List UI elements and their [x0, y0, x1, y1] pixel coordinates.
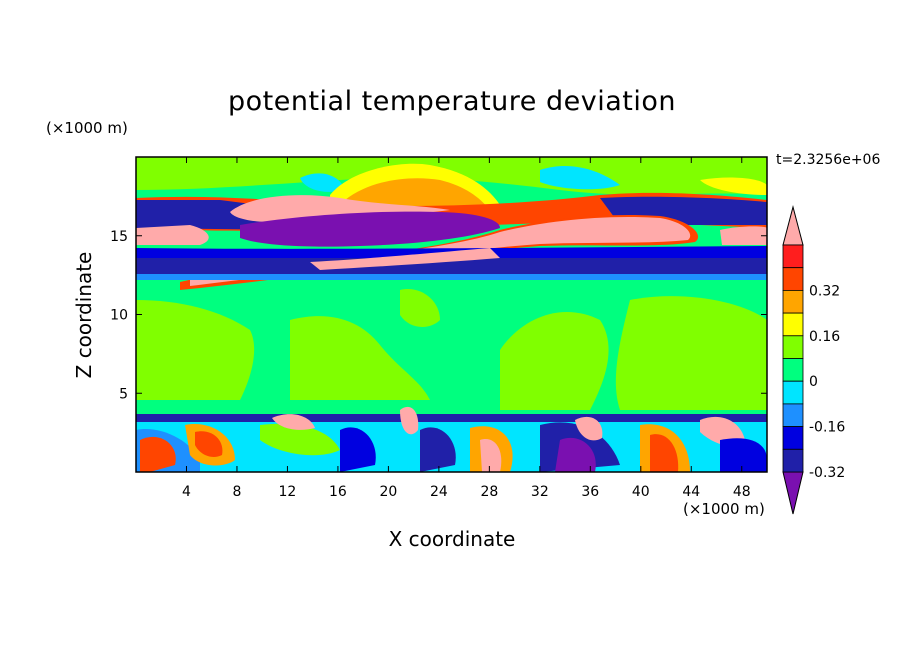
x-axis-unit: (×1000 m)	[683, 500, 765, 518]
x-tick-label: 40	[632, 484, 650, 500]
lower-cold-12	[720, 438, 767, 472]
lower-layer-top-band	[136, 414, 767, 422]
colorbar-swatch	[782, 403, 804, 427]
lower-cold-4	[340, 427, 376, 472]
colorbar-swatch	[782, 380, 804, 405]
colorbar-swatch	[782, 426, 804, 450]
cold-core	[240, 211, 500, 247]
colorbar-label: 0	[809, 374, 818, 390]
warm-blob-left-edge	[136, 225, 209, 245]
warm-blob-right-edge	[720, 226, 767, 245]
x-tick-label: 48	[733, 484, 751, 500]
warm-tongue-lower	[310, 248, 500, 270]
lower-warm-9	[575, 416, 603, 441]
lower-cold-6	[420, 427, 456, 472]
colorbar-label: 0.16	[809, 329, 840, 345]
mid-patch-center-left	[290, 316, 430, 400]
upper-warm-strip	[700, 177, 767, 195]
colorbar-label: 0.32	[809, 283, 840, 299]
colorbar-swatch	[782, 244, 804, 269]
y-axis-ticks: 5 10 15	[110, 229, 767, 402]
x-tick-label: 4	[182, 484, 191, 500]
warm-dome-orange	[345, 178, 488, 210]
x-tick-label: 24	[430, 484, 448, 500]
x-tick-label: 8	[232, 484, 241, 500]
tropopause-band-dark	[136, 258, 767, 274]
lower-warm-2-core	[195, 431, 223, 457]
colorbar-swatch	[782, 335, 804, 359]
x-tick-label: 16	[329, 484, 347, 500]
colorbar-swatch	[782, 358, 804, 382]
x-tick-label: 12	[279, 484, 297, 500]
tropopause-band-light	[136, 274, 767, 280]
x-tick-label: 44	[682, 484, 700, 500]
colorbar: -0.32 -0.16 0 0.16 0.32	[782, 205, 845, 515]
y-tick-label: 10	[110, 308, 128, 324]
colorbar-max-triangle	[782, 205, 804, 246]
time-annotation: t=2.3256e+06	[776, 152, 881, 168]
colorbar-swatch	[782, 267, 804, 291]
mid-patch-left	[136, 300, 255, 400]
lower-patch-3	[260, 423, 340, 456]
colorbar-min-triangle	[782, 471, 804, 515]
y-tick-label: 15	[110, 229, 128, 245]
lower-warm-1	[140, 436, 176, 472]
mid-patch-right	[615, 296, 767, 410]
chart-title: potential temperature deviation	[228, 86, 676, 117]
contour-field	[136, 157, 767, 472]
lower-cold-8-core	[555, 437, 596, 472]
colorbar-swatch	[782, 289, 804, 314]
colorbar-label: -0.32	[809, 465, 845, 481]
colorbar-swatch	[782, 312, 804, 337]
x-axis-label: X coordinate	[388, 527, 516, 551]
lower-warm-10-core	[650, 434, 679, 472]
mid-patch-upper	[400, 289, 440, 327]
colorbar-label: -0.16	[809, 420, 845, 436]
lower-warm-7-core	[480, 439, 502, 472]
y-axis-unit: (×1000 m)	[46, 119, 128, 137]
x-tick-label: 20	[379, 484, 397, 500]
x-tick-label: 28	[480, 484, 498, 500]
x-axis-ticks: 4 8 12 16 20 24 28 32 36 40 44 48	[182, 157, 751, 500]
lower-warm-5	[400, 406, 419, 435]
upper-cool-patch-1	[540, 165, 620, 190]
colorbar-swatch	[782, 448, 804, 473]
y-tick-label: 5	[119, 386, 128, 402]
mid-patch-center-right	[500, 311, 609, 410]
upper-cool-patch-2	[300, 173, 345, 192]
lower-warm-3	[272, 414, 315, 430]
x-tick-label: 36	[581, 484, 599, 500]
x-tick-label: 32	[531, 484, 549, 500]
